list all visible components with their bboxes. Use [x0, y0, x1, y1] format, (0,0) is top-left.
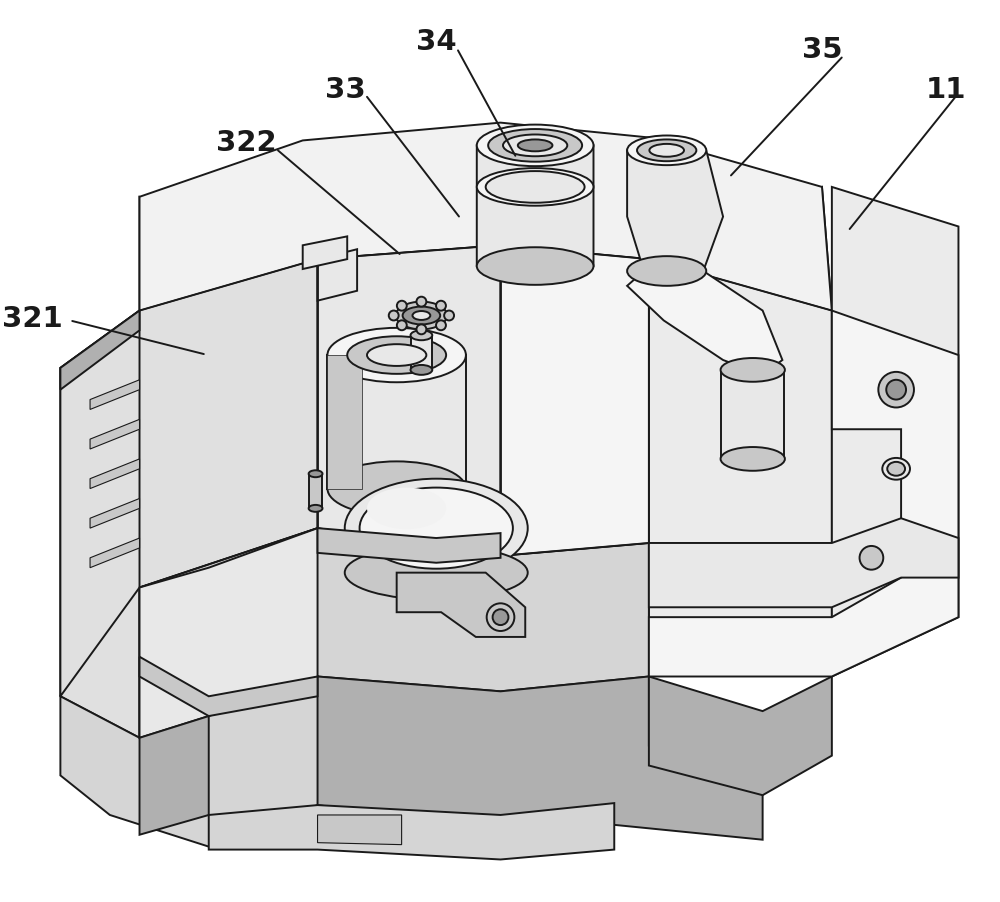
Ellipse shape	[477, 248, 593, 286]
Polygon shape	[501, 246, 649, 557]
Circle shape	[860, 547, 883, 570]
Ellipse shape	[412, 312, 430, 320]
Polygon shape	[318, 246, 501, 557]
Polygon shape	[140, 529, 649, 738]
Ellipse shape	[367, 488, 446, 529]
Polygon shape	[649, 311, 958, 676]
Text: 35: 35	[802, 35, 842, 63]
Ellipse shape	[309, 471, 322, 478]
Circle shape	[493, 610, 508, 625]
Polygon shape	[477, 146, 593, 280]
Polygon shape	[140, 716, 209, 835]
Ellipse shape	[347, 336, 446, 374]
Ellipse shape	[403, 308, 440, 325]
Polygon shape	[60, 676, 318, 847]
Ellipse shape	[411, 331, 432, 341]
Polygon shape	[303, 237, 347, 270]
Circle shape	[389, 311, 399, 321]
Circle shape	[397, 301, 407, 311]
Polygon shape	[649, 188, 832, 676]
Ellipse shape	[627, 257, 706, 287]
Polygon shape	[90, 538, 140, 568]
Ellipse shape	[367, 345, 426, 366]
Ellipse shape	[488, 130, 582, 162]
Ellipse shape	[411, 365, 432, 375]
Polygon shape	[90, 419, 140, 449]
Circle shape	[436, 321, 446, 331]
Text: 33: 33	[325, 76, 366, 104]
Polygon shape	[649, 519, 958, 608]
Ellipse shape	[477, 169, 593, 207]
Ellipse shape	[627, 136, 706, 166]
Polygon shape	[627, 272, 782, 375]
Ellipse shape	[327, 462, 466, 516]
Circle shape	[397, 321, 407, 331]
Polygon shape	[397, 573, 525, 637]
Ellipse shape	[345, 479, 528, 578]
Text: 321: 321	[2, 305, 63, 333]
Polygon shape	[721, 371, 784, 459]
Polygon shape	[318, 250, 357, 301]
Ellipse shape	[721, 359, 785, 382]
Ellipse shape	[882, 458, 910, 480]
Ellipse shape	[477, 125, 593, 167]
Text: 322: 322	[216, 129, 277, 157]
Ellipse shape	[887, 463, 905, 476]
Circle shape	[416, 325, 426, 335]
Ellipse shape	[721, 447, 785, 471]
Polygon shape	[209, 803, 614, 860]
Polygon shape	[140, 657, 318, 716]
Circle shape	[878, 373, 914, 408]
Polygon shape	[60, 198, 318, 738]
Circle shape	[416, 298, 426, 308]
Polygon shape	[140, 529, 318, 738]
Ellipse shape	[309, 505, 322, 512]
Ellipse shape	[360, 488, 513, 569]
Polygon shape	[90, 381, 140, 410]
Polygon shape	[140, 124, 832, 311]
Ellipse shape	[327, 328, 466, 382]
Polygon shape	[60, 311, 140, 391]
Polygon shape	[60, 311, 140, 696]
Ellipse shape	[637, 141, 696, 162]
Ellipse shape	[518, 141, 552, 152]
Polygon shape	[309, 474, 322, 509]
Polygon shape	[327, 355, 362, 489]
Circle shape	[436, 301, 446, 311]
Polygon shape	[832, 188, 958, 676]
Polygon shape	[627, 152, 723, 287]
Ellipse shape	[486, 172, 585, 204]
Circle shape	[487, 603, 514, 631]
Circle shape	[444, 311, 454, 321]
Polygon shape	[140, 676, 763, 840]
Text: 11: 11	[925, 76, 966, 104]
Polygon shape	[90, 499, 140, 529]
Polygon shape	[327, 355, 466, 489]
Text: 34: 34	[416, 29, 457, 57]
Ellipse shape	[649, 144, 684, 158]
Polygon shape	[318, 815, 402, 844]
Ellipse shape	[503, 135, 567, 157]
Ellipse shape	[345, 546, 528, 600]
Polygon shape	[90, 459, 140, 489]
Ellipse shape	[396, 302, 447, 330]
Polygon shape	[318, 529, 501, 563]
Polygon shape	[411, 336, 432, 371]
Polygon shape	[649, 676, 832, 796]
Circle shape	[886, 381, 906, 400]
